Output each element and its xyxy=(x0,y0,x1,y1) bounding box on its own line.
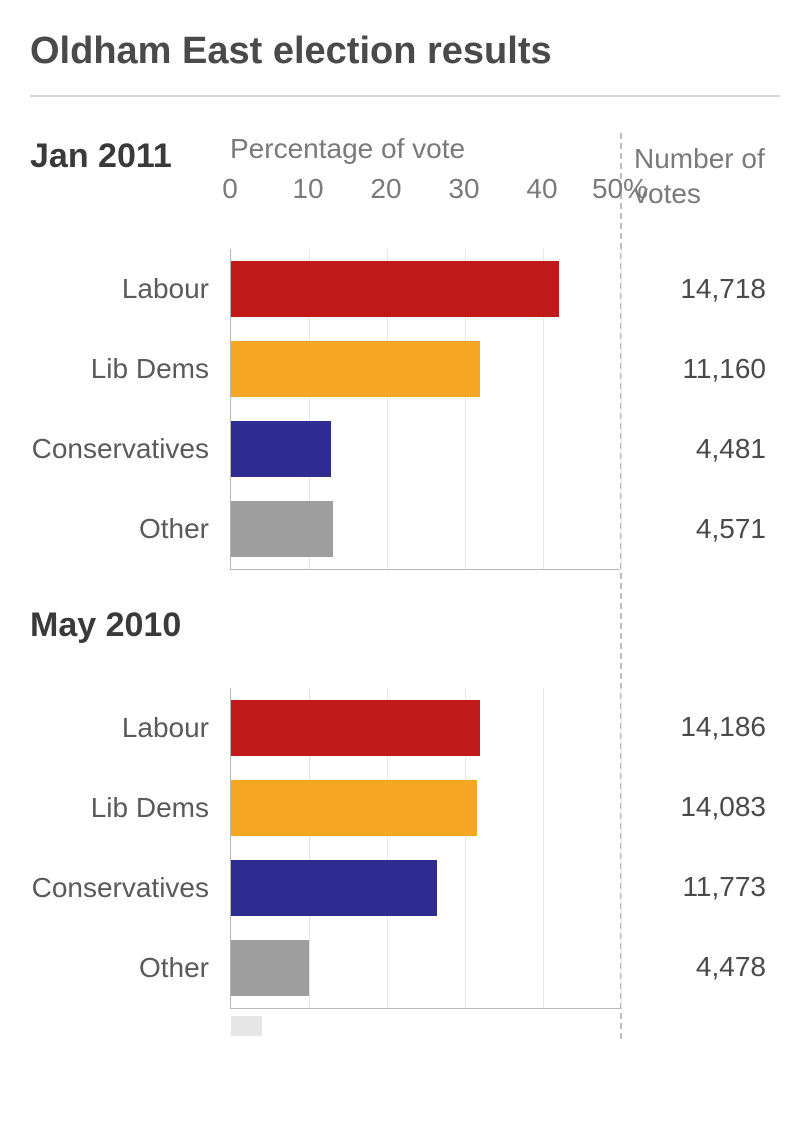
bar-row: Lib Dems xyxy=(231,768,620,848)
vote-count: 4,478 xyxy=(634,927,780,1007)
bar-row: Labour xyxy=(231,688,620,768)
section-date: May 2010 xyxy=(30,602,230,645)
bar xyxy=(231,780,477,836)
divider xyxy=(30,95,780,97)
axis-tick: 0 xyxy=(222,173,238,205)
bar-row: Lib Dems xyxy=(231,329,620,409)
party-label: Labour xyxy=(31,712,221,744)
bar xyxy=(231,700,480,756)
vote-count: 11,773 xyxy=(634,847,780,927)
bar-row: Other xyxy=(231,928,620,1008)
bar-row: Other xyxy=(231,489,620,569)
axis-tick: 20 xyxy=(370,173,401,205)
section-header: Jan 2011Percentage of vote01020304050% xyxy=(30,133,620,249)
vote-count: 14,718 xyxy=(634,249,780,329)
bar xyxy=(231,501,333,557)
axis-tick: 40 xyxy=(526,173,557,205)
axis-ticks: 01020304050% xyxy=(230,173,620,211)
party-label: Labour xyxy=(31,273,221,305)
extra-bar xyxy=(231,1016,262,1036)
page-title: Oldham East election results xyxy=(30,30,780,73)
vote-count: 14,186 xyxy=(634,687,780,767)
vote-count: 4,481 xyxy=(634,409,780,489)
section-header: May 2010 xyxy=(30,602,620,688)
bar xyxy=(231,940,309,996)
party-label: Lib Dems xyxy=(31,353,221,385)
party-label: Conservatives xyxy=(31,433,221,465)
axis-tick: 30 xyxy=(448,173,479,205)
party-label: Other xyxy=(31,952,221,984)
bars-box: LabourLib DemsConservativesOther xyxy=(230,249,620,570)
party-label: Lib Dems xyxy=(31,792,221,824)
bar xyxy=(231,341,480,397)
bar xyxy=(231,261,559,317)
vote-count: 4,571 xyxy=(634,489,780,569)
party-label: Conservatives xyxy=(31,872,221,904)
chart-area: Jan 2011Percentage of vote 0 10 20 30 40 50% La… xyxy=(30,133,780,1039)
axis-tick: 50% xyxy=(592,173,648,205)
vote-count: 14,083 xyxy=(634,767,780,847)
vote-count: 11,160 xyxy=(634,329,780,409)
bars-box: LabourLib DemsConservativesOther xyxy=(230,688,620,1009)
party-label: Other xyxy=(31,513,221,545)
bar-row: Conservatives xyxy=(231,848,620,928)
bar xyxy=(231,421,331,477)
axis-tick: 10 xyxy=(292,173,323,205)
votes-header: Number of votes xyxy=(634,133,780,249)
section-date: Jan 2011 xyxy=(30,133,230,176)
bar-row: Labour xyxy=(231,249,620,329)
bar-row: Conservatives xyxy=(231,409,620,489)
axis-title: Percentage of vote xyxy=(230,133,620,165)
bar xyxy=(231,860,437,916)
